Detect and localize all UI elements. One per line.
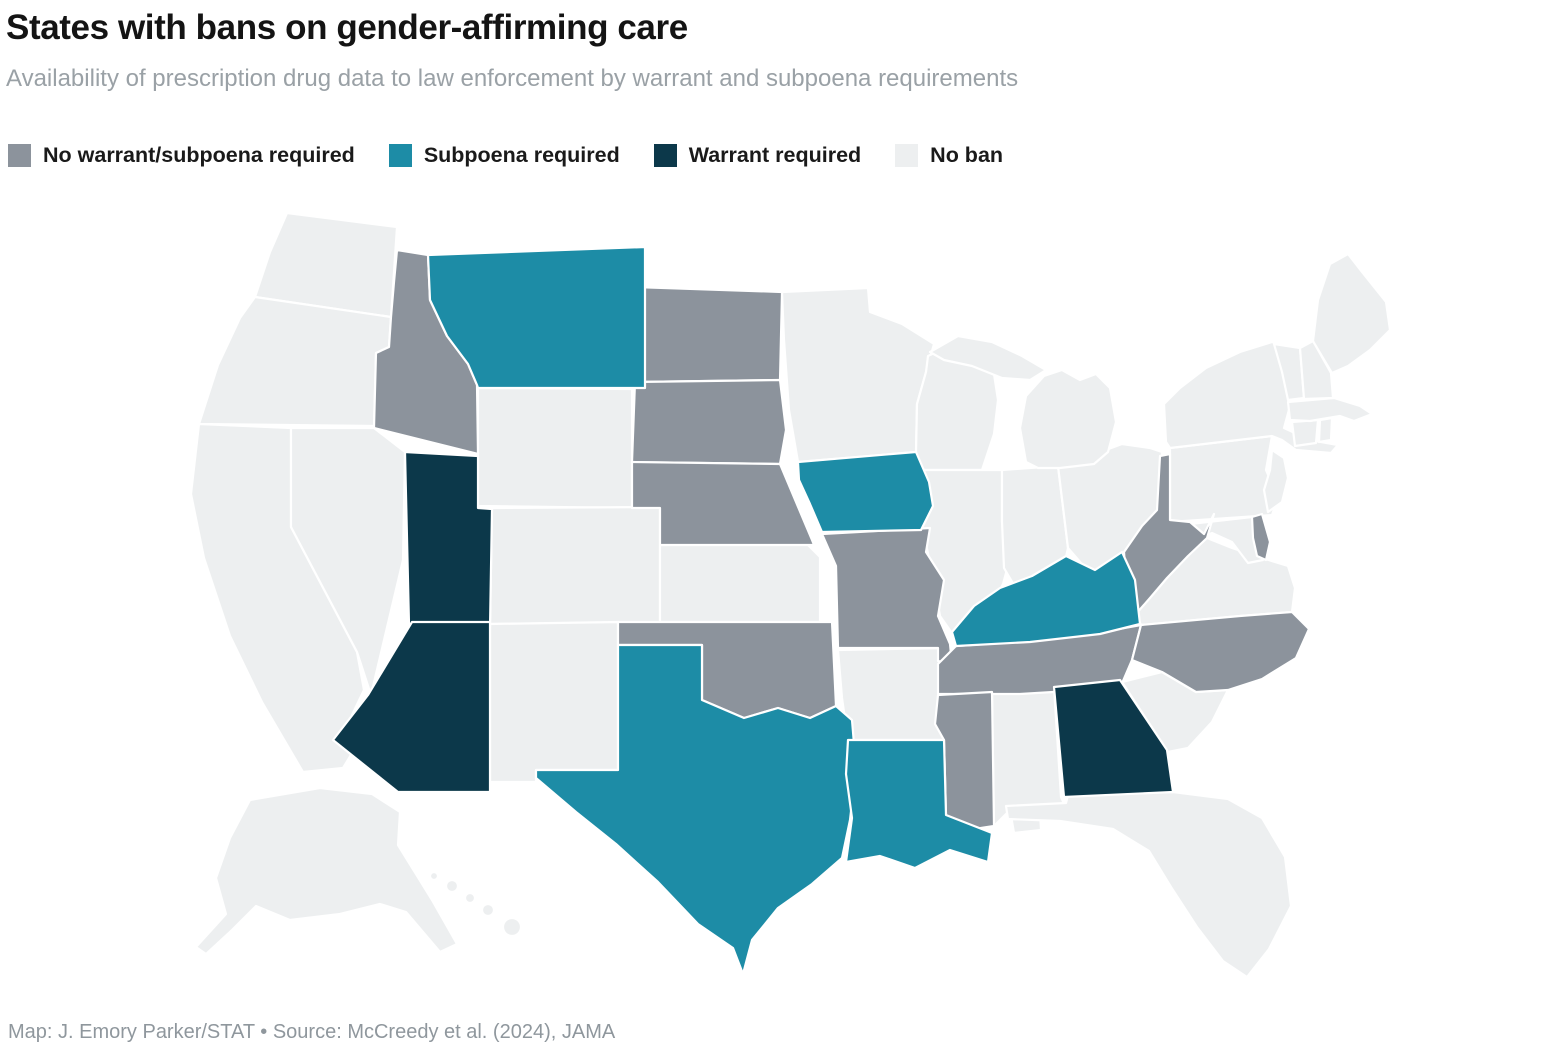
chart-title: States with bans on gender-affirming car…: [6, 8, 688, 47]
state-louisiana: [844, 738, 994, 870]
state-nevada: [289, 426, 407, 697]
legend-label-subpoena: Subpoena required: [423, 143, 620, 167]
legend-swatch-warrant: [653, 144, 677, 167]
state-new-jersey: [1262, 448, 1290, 514]
state-kentucky: [950, 550, 1142, 648]
state-north-dakota: [633, 285, 784, 384]
state-arizona: [331, 620, 492, 794]
legend-label-warrant: Warrant required: [688, 143, 862, 167]
state-alaska: [194, 786, 459, 956]
legend-swatch-no-warrant: [8, 144, 31, 167]
state-arkansas: [836, 646, 953, 742]
state-vermont: [1272, 342, 1306, 402]
state-connecticut: [1290, 418, 1320, 448]
state-georgia: [1052, 678, 1175, 799]
state-new-mexico: [488, 620, 620, 784]
state-delaware: [1250, 512, 1272, 562]
chart-subtitle: Availability of prescription drug data t…: [6, 65, 1019, 92]
state-montana: [426, 245, 647, 390]
state-wyoming: [476, 386, 634, 510]
map-credit: Map: J. Emory Parker/STAT • Source: McCr…: [8, 1021, 616, 1043]
state-iowa: [796, 450, 935, 534]
legend-label-no-ban: No ban: [930, 143, 1004, 167]
state-michigan-upper: [928, 334, 1048, 382]
state-maine: [1311, 252, 1392, 375]
legend: No warrant/subpoena required Subpoena re…: [8, 143, 1003, 168]
legend-swatch-no-ban: [895, 144, 919, 167]
chart-header: States with bans on gender-affirming car…: [6, 8, 1540, 93]
state-colorado: [488, 505, 662, 626]
legend-item-no-warrant: No warrant/subpoena required: [8, 143, 355, 168]
legend-item-warrant: Warrant required: [653, 143, 862, 168]
legend-item-no-ban: No ban: [895, 143, 1003, 168]
state-michigan-lower: [1018, 368, 1118, 470]
state-nebraska: [630, 460, 816, 547]
legend-label-no-warrant: No warrant/subpoena required: [43, 143, 355, 167]
state-minnesota: [780, 286, 936, 464]
state-oregon: [197, 295, 393, 428]
state-utah: [403, 450, 494, 629]
state-hawaii: [428, 870, 523, 938]
state-rhode-island: [1317, 416, 1334, 444]
state-south-dakota: [630, 378, 788, 466]
state-new-hampshire: [1298, 339, 1335, 401]
state-kansas: [658, 541, 822, 624]
state-texas: [534, 643, 858, 976]
state-north-carolina: [1130, 610, 1311, 694]
legend-swatch-subpoena: [388, 144, 412, 167]
state-massachusetts: [1286, 396, 1374, 423]
state-pennsylvania: [1168, 434, 1280, 524]
legend-item-subpoena: Subpoena required: [388, 143, 620, 168]
state-west-virginia: [1122, 452, 1216, 616]
state-florida: [1004, 790, 1293, 979]
